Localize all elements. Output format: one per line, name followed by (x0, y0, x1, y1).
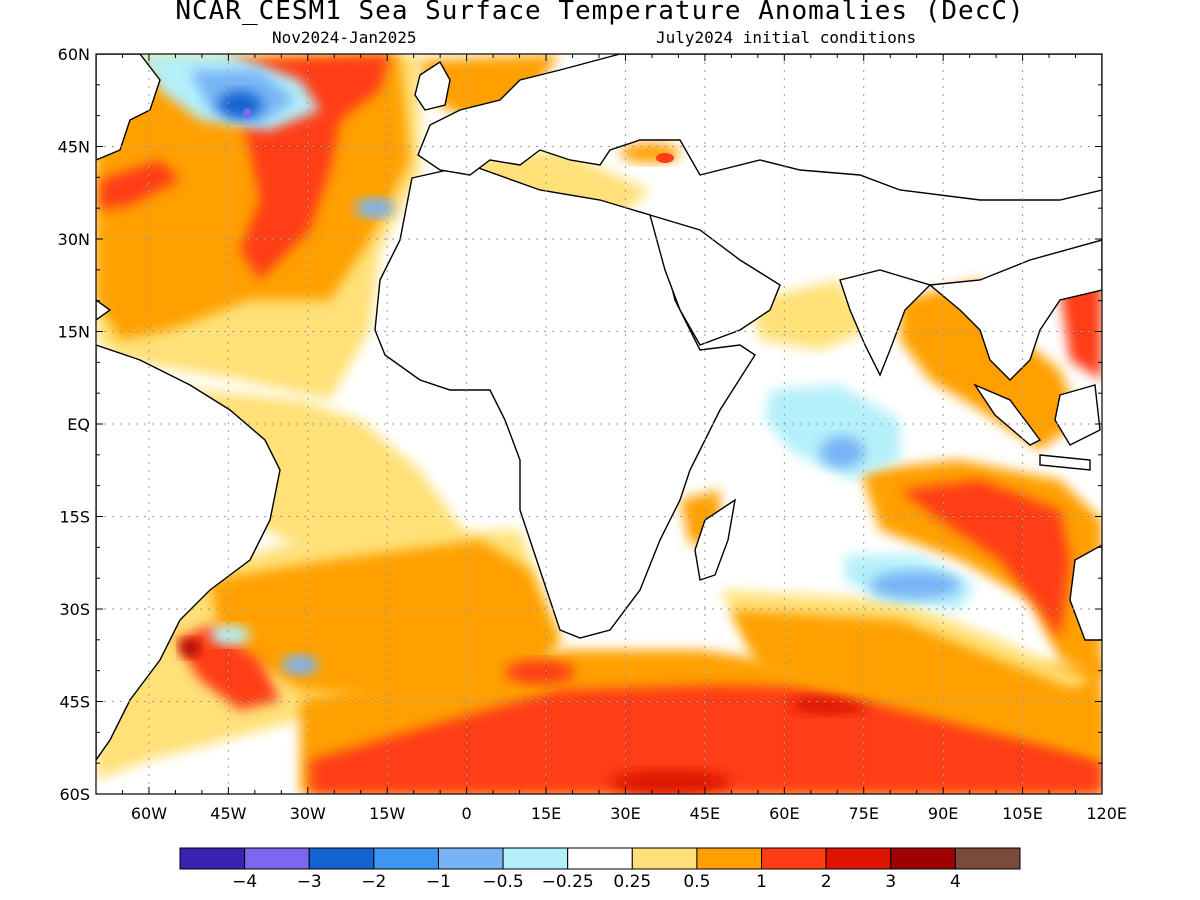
colorbar-swatch (437, 847, 504, 870)
anomaly-s-atl-hot2 (505, 660, 575, 684)
colorbar-labels: −4 −3 −2 −1 −0.5 −0.25 0.25 0.5 1 2 3 4 (232, 872, 961, 892)
lon-label: 0 (462, 804, 472, 823)
british-isles-outline (414, 61, 451, 111)
anomaly-southern-max2 (790, 696, 870, 714)
se-asia-outline (928, 239, 1102, 381)
north-america-outline (96, 54, 161, 161)
forecast-period: Nov2024-Jan2025 (272, 28, 417, 47)
anomaly-sa-cold2 (282, 655, 318, 675)
lat-label: EQ (67, 415, 90, 434)
colorbar-swatch (761, 847, 827, 870)
anomaly-w-indian-core (820, 436, 864, 468)
anomaly-north-sea-warm (420, 54, 560, 120)
lon-label: 60E (769, 804, 799, 823)
java-outline (1039, 454, 1091, 471)
anomaly-southern-max1 (610, 770, 730, 794)
colorbar-label: 2 (821, 872, 832, 892)
anomaly-bay-bengal-warm (900, 280, 1080, 450)
anomaly-brazil-max (180, 639, 200, 657)
lat-label: 15S (59, 508, 90, 527)
anomaly-arabian-sea-light (750, 280, 870, 350)
initial-conditions-label: July2024 initial conditions (656, 28, 917, 47)
latitude-labels: 60N 45N 30N 15N EQ 15S 30S 45S 60S (58, 45, 90, 804)
india-outline (839, 269, 932, 377)
colorbar-label: 0.25 (613, 872, 651, 892)
anomaly-gulfstream-hot (100, 160, 180, 210)
anomaly-brazil-hot (175, 625, 280, 710)
colorbar-swatch (954, 847, 1021, 870)
sumatra-outline (973, 383, 1042, 446)
south-america-outline (96, 344, 281, 762)
borneo-outline (1054, 384, 1101, 446)
caribbean-outline (96, 299, 112, 321)
lat-label: 30N (58, 230, 90, 249)
lat-label: 60N (58, 45, 90, 64)
colorbar-label: −3 (297, 872, 322, 892)
grid-lines (96, 54, 1102, 794)
colorbar-swatch (502, 847, 569, 870)
europe-outline (417, 54, 1102, 201)
colorbar-swatch (179, 847, 246, 870)
lon-label: 60W (131, 804, 167, 823)
lon-label: 75E (849, 804, 879, 823)
lon-label: 90E (928, 804, 958, 823)
colorbar-swatch (631, 847, 698, 870)
lon-label: 30E (610, 804, 640, 823)
arabia-outline (648, 213, 781, 346)
lat-label: 45S (59, 693, 90, 712)
colorbar-swatch (567, 847, 633, 870)
anomaly-labrador-min (243, 108, 251, 118)
colorbar-label: −2 (361, 872, 386, 892)
colorbar-swatch (373, 847, 439, 870)
lat-label: 45N (58, 138, 90, 157)
anomaly-s-indian-core (870, 571, 960, 599)
colorbar-label: 3 (885, 872, 896, 892)
lon-label: 30W (290, 804, 326, 823)
colorbar-swatch (890, 847, 956, 870)
colorbar-label: −0.5 (482, 872, 523, 892)
anomaly-black-sea-hot (656, 153, 674, 163)
lon-label: 45W (210, 804, 246, 823)
colorbar-label: 1 (756, 872, 767, 892)
anomaly-s-indian-warm (730, 610, 1102, 760)
lat-label: 15N (58, 323, 90, 342)
land-outlines (96, 54, 1102, 762)
anomaly-w-indian-cold (765, 385, 900, 480)
colorbar-swatch (825, 847, 892, 870)
anomaly-e-indian-hot (900, 480, 1070, 640)
colorbar-label: −0.25 (542, 872, 594, 892)
colorbar-label: 4 (950, 872, 961, 892)
colorbar-swatch (308, 847, 375, 870)
lat-label: 60S (59, 785, 90, 804)
colorbar-label: −4 (232, 872, 257, 892)
lat-label: 30S (59, 600, 90, 619)
colorbar-label: 0.5 (683, 872, 710, 892)
colorbar-label: −1 (426, 872, 451, 892)
lon-label: 45E (690, 804, 720, 823)
lon-label: 120E (1086, 804, 1127, 823)
longitude-labels: 60W 45W 30W 15W 0 15E 30E 45E 60E 75E 90E 105E 120E (131, 804, 1127, 823)
anomaly-labrador-core (218, 91, 262, 119)
colorbar-swatch (244, 847, 310, 870)
anomaly-sa-cold (210, 625, 250, 645)
anomaly-southern-hot (310, 685, 1102, 794)
map-title: NCAR_CESM1 Sea Surface Temperature Anoma… (175, 0, 1025, 26)
lon-label: 105E (1002, 804, 1043, 823)
colorbar (179, 847, 1021, 870)
australia-outline (1069, 544, 1102, 641)
lon-label: 15W (369, 804, 405, 823)
anomaly-azores-cold (355, 198, 395, 218)
colorbar-swatch (696, 847, 763, 870)
lon-label: 15E (531, 804, 561, 823)
axis-ticks (96, 53, 1103, 795)
